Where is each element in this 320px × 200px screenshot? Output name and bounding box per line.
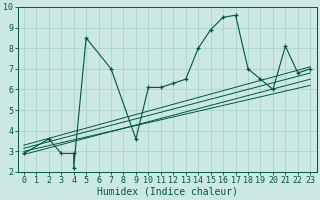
X-axis label: Humidex (Indice chaleur): Humidex (Indice chaleur) (97, 187, 237, 197)
